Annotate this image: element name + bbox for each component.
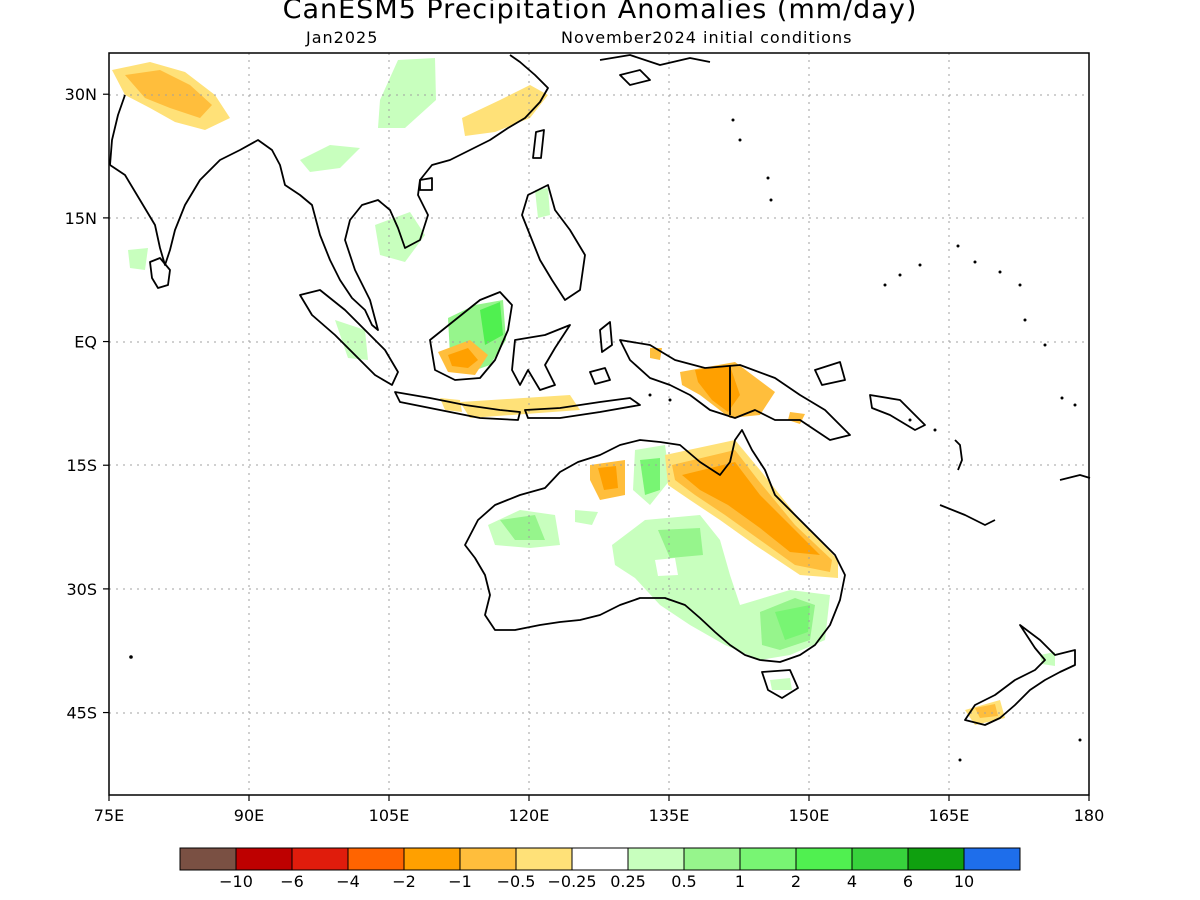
forecast-month: Jan2025 <box>306 28 379 47</box>
colorbar-label: −0.25 <box>547 872 596 891</box>
lat-tick-label: EQ <box>74 333 97 352</box>
colorbar-swatch <box>403 847 461 871</box>
anomaly-shading <box>112 58 1055 725</box>
coastlines <box>109 54 1091 726</box>
colorbar-swatch <box>291 847 349 871</box>
colorbar-label: 4 <box>847 872 857 891</box>
map-frame-background <box>109 53 1089 795</box>
colorbar-swatch <box>795 847 853 871</box>
latitude-labels: 30N 15N EQ 15S 30S 45S <box>65 85 97 722</box>
colorbar-swatch <box>515 847 573 871</box>
colorbar-label: 0.25 <box>610 872 646 891</box>
colorbar-label: −0.5 <box>497 872 536 891</box>
lat-tick-label: 30S <box>66 580 97 599</box>
lon-tick-label: 135E <box>649 806 690 825</box>
lon-tick-label: 165E <box>929 806 970 825</box>
gridlines <box>109 53 1089 795</box>
colorbar-swatch <box>179 847 237 871</box>
colorbar-label: 0.5 <box>671 872 696 891</box>
colorbar-label: 6 <box>903 872 913 891</box>
colorbar-swatch <box>851 847 909 871</box>
colorbar-swatch <box>963 847 1021 871</box>
lon-tick-label: 75E <box>94 806 124 825</box>
axis-ticks <box>103 93 1090 801</box>
map-title: CanESM5 Precipitation Anomalies (mm/day) <box>282 0 918 25</box>
lat-tick-label: 30N <box>65 85 97 104</box>
colorbar-swatch <box>235 847 293 871</box>
initial-conditions: November2024 initial conditions <box>561 28 853 47</box>
colorbar-swatch <box>683 847 741 871</box>
colorbar-label: −10 <box>219 872 253 891</box>
lat-tick-label: 15S <box>66 456 97 475</box>
lat-tick-label: 15N <box>65 209 97 228</box>
colorbar-swatch <box>627 847 685 871</box>
colorbar-label: 10 <box>954 872 974 891</box>
colorbar-swatch <box>907 847 965 871</box>
colorbar-swatch <box>739 847 797 871</box>
colorbar-label: 1 <box>735 872 745 891</box>
lat-tick-label: 45S <box>66 704 97 723</box>
colorbar-label: −4 <box>336 872 360 891</box>
colorbar-label: −6 <box>280 872 304 891</box>
colorbar-swatch <box>459 847 517 871</box>
lon-tick-label: 90E <box>234 806 264 825</box>
lon-tick-label: 180 <box>1074 806 1105 825</box>
colorbar-label: −1 <box>448 872 472 891</box>
colorbar-label: 2 <box>791 872 801 891</box>
colorbar: −10 −6 −4 −2 −1 −0.5 −0.25 0.25 0.5 1 2 4 6 10 <box>179 847 1021 891</box>
map-frame <box>108 52 1090 796</box>
colorbar-swatch <box>347 847 405 871</box>
lon-tick-label: 105E <box>369 806 410 825</box>
colorbar-label: −2 <box>392 872 416 891</box>
lon-tick-label: 150E <box>789 806 830 825</box>
colorbar-swatch <box>571 847 629 871</box>
longitude-labels: 75E 90E 105E 120E 135E 150E 165E 180 <box>94 806 1105 825</box>
lon-tick-label: 120E <box>509 806 550 825</box>
small-islands <box>129 118 1082 762</box>
